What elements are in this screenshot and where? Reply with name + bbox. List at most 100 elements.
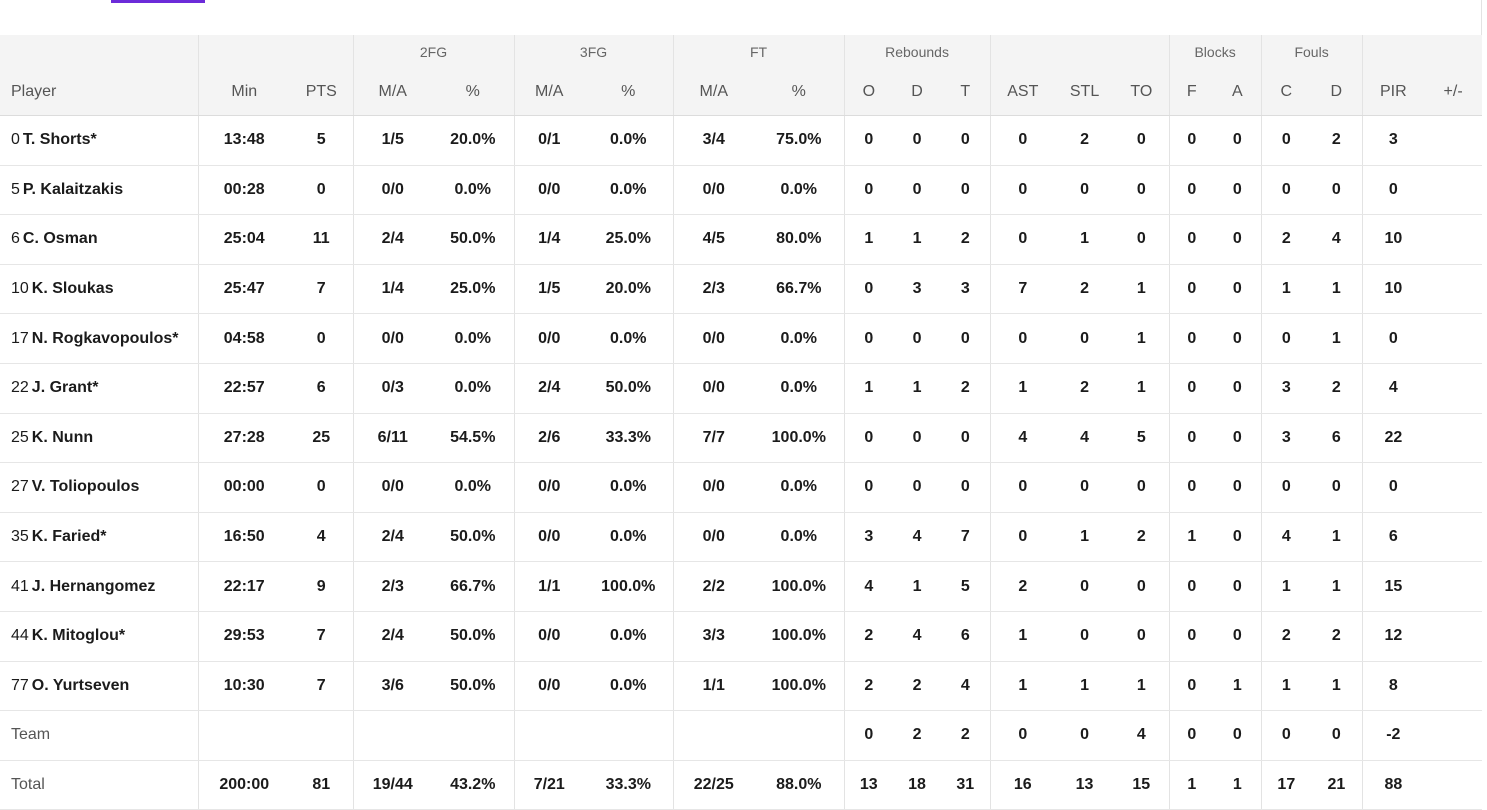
cell-pir: 15 <box>1362 561 1425 612</box>
cell-min: 25:04 <box>198 214 290 265</box>
col-reb-o[interactable]: O <box>844 69 894 116</box>
cell-to: 1 <box>1114 363 1170 414</box>
player-cell: 44 K. Mitoglou* <box>0 611 199 662</box>
cell-min: 00:00 <box>198 462 290 513</box>
col-player[interactable]: Player <box>0 69 199 116</box>
cell-min: 00:28 <box>198 165 290 216</box>
cell-foul-d: 2 <box>1311 115 1363 166</box>
cell-min: 10:30 <box>198 661 290 712</box>
cell-2fg-ma: 2/3 <box>353 561 432 612</box>
cell-pir: 0 <box>1362 165 1425 216</box>
cell-reb-o: 0 <box>844 313 894 364</box>
cell-blk-f: 0 <box>1169 264 1215 315</box>
cell-foul-d: 2 <box>1311 611 1363 662</box>
cell-3fg-pct: 33.3% <box>584 760 674 810</box>
cell-pir: 6 <box>1362 512 1425 563</box>
cell-blk-a: 0 <box>1214 512 1262 563</box>
cell-ft-ma: 0/0 <box>673 512 755 563</box>
player-name-link[interactable]: C. Osman <box>22 230 98 248</box>
cell-foul-c: 0 <box>1261 462 1312 513</box>
cell-ft-pct: 100.0% <box>754 661 845 712</box>
col-stl[interactable]: STL <box>1055 69 1115 116</box>
cell-reb-d: 4 <box>893 512 942 563</box>
col-2fg-ma[interactable]: M/A <box>353 69 432 116</box>
col-blk-f[interactable]: F <box>1169 69 1215 116</box>
col-3fg-ma[interactable]: M/A <box>514 69 585 116</box>
col-2fg-pct[interactable]: % <box>432 69 515 116</box>
cell-3fg-pct: 100.0% <box>584 561 674 612</box>
col-foul-c[interactable]: C <box>1261 69 1312 116</box>
cell-reb-t: 31 <box>941 760 991 810</box>
cell-to: 0 <box>1114 561 1170 612</box>
cell-to: 2 <box>1114 512 1170 563</box>
cell-blk-f: 0 <box>1169 313 1215 364</box>
cell-min: 25:47 <box>198 264 290 315</box>
cell-2fg-pct: 0.0% <box>432 462 515 513</box>
player-name-link[interactable]: J. Grant* <box>31 379 99 397</box>
cell-reb-o: 1 <box>844 363 894 414</box>
cell-plus-minus <box>1424 661 1483 712</box>
total-label: Total <box>0 760 199 810</box>
cell-blk-a: 0 <box>1214 363 1262 414</box>
col-ft-ma[interactable]: M/A <box>673 69 755 116</box>
cell-reb-d: 0 <box>893 115 942 166</box>
col-blk-a[interactable]: A <box>1214 69 1262 116</box>
col-ast[interactable]: AST <box>990 69 1056 116</box>
cell-min: 22:57 <box>198 363 290 414</box>
cell-ft-pct: 75.0% <box>754 115 845 166</box>
player-name-link[interactable]: J. Hernangomez <box>31 577 156 595</box>
player-cell: 17 N. Rogkavopoulos* <box>0 313 199 364</box>
active-tab-indicator[interactable] <box>111 0 205 3</box>
cell-3fg-pct: 0.0% <box>584 512 674 563</box>
cell-blk-f: 0 <box>1169 561 1215 612</box>
cell-blk-f: 0 <box>1169 611 1215 662</box>
player-number: 27 <box>11 478 29 496</box>
cell-2fg-ma: 0/0 <box>353 462 432 513</box>
player-number: 17 <box>11 329 29 347</box>
cell-reb-d: 1 <box>893 214 942 265</box>
cell-2fg-pct: 50.0% <box>432 611 515 662</box>
cell-3fg-ma <box>514 710 585 761</box>
cell-blk-f: 1 <box>1169 760 1215 810</box>
cell-2fg-ma: 19/44 <box>353 760 432 810</box>
cell-ast: 1 <box>990 363 1056 414</box>
player-name-link[interactable]: K. Mitoglou* <box>31 627 126 645</box>
col-pts[interactable]: PTS <box>290 69 354 116</box>
col-plus-minus[interactable]: +/- <box>1424 69 1483 116</box>
cell-to: 4 <box>1114 710 1170 761</box>
player-name-link[interactable]: T. Shorts* <box>22 131 97 149</box>
player-name-link[interactable]: K. Faried* <box>31 528 107 546</box>
player-name-link[interactable]: O. Yurtseven <box>31 676 130 694</box>
cell-reb-d: 0 <box>893 313 942 364</box>
player-name-link[interactable]: V. Toliopoulos <box>31 478 140 496</box>
cell-to: 0 <box>1114 165 1170 216</box>
cell-stl: 1 <box>1055 214 1115 265</box>
cell-3fg-pct: 0.0% <box>584 115 674 166</box>
player-name-link[interactable]: K. Nunn <box>31 428 94 446</box>
player-row: 35 K. Faried* 16:50 4 2/4 50.0% 0/0 0.0% 0/0 0.0%… <box>0 512 1483 563</box>
cell-blk-f: 0 <box>1169 214 1215 265</box>
cell-pts: 6 <box>290 363 354 414</box>
col-reb-t[interactable]: T <box>941 69 991 116</box>
cell-blk-a: 0 <box>1214 561 1262 612</box>
col-to[interactable]: TO <box>1114 69 1170 116</box>
cell-reb-t: 0 <box>941 165 991 216</box>
col-reb-d[interactable]: D <box>893 69 942 116</box>
cell-blk-f: 0 <box>1169 462 1215 513</box>
col-3fg-pct[interactable]: % <box>584 69 674 116</box>
col-min[interactable]: Min <box>198 69 290 116</box>
col-foul-d[interactable]: D <box>1311 69 1363 116</box>
player-cell: 41 J. Hernangomez <box>0 561 199 612</box>
player-name-link[interactable]: K. Sloukas <box>31 280 114 298</box>
player-row: 27 V. Toliopoulos 00:00 0 0/0 0.0% 0/0 0.0% 0/0 0… <box>0 462 1483 513</box>
col-pir[interactable]: PIR <box>1362 69 1425 116</box>
cell-foul-c: 2 <box>1261 214 1312 265</box>
cell-reb-o: 3 <box>844 512 894 563</box>
player-name-link[interactable]: N. Rogkavopoulos* <box>31 329 179 347</box>
col-ft-pct[interactable]: % <box>754 69 845 116</box>
cell-blk-f: 0 <box>1169 661 1215 712</box>
cell-reb-t: 3 <box>941 264 991 315</box>
cell-stl: 2 <box>1055 264 1115 315</box>
cell-3fg-pct: 0.0% <box>584 462 674 513</box>
player-name-link[interactable]: P. Kalaitzakis <box>22 180 124 198</box>
